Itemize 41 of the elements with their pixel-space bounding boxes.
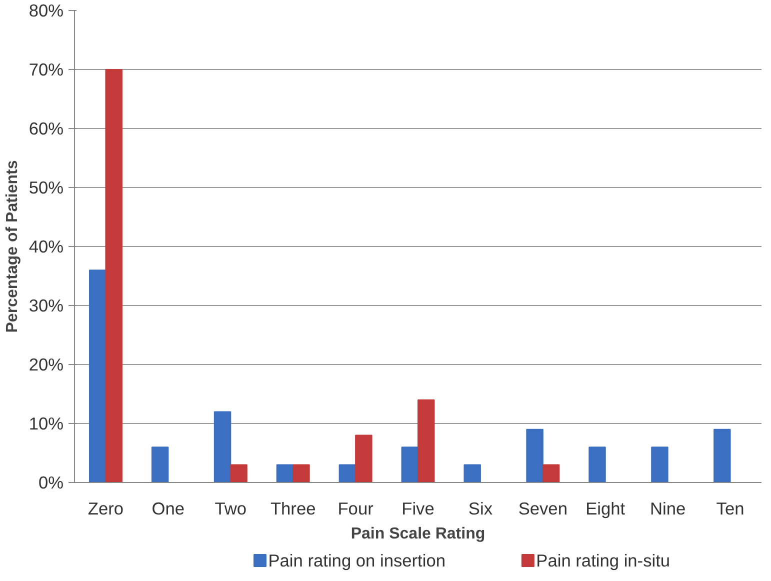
y-tick-label: 20% bbox=[28, 354, 64, 374]
y-tick-label: 60% bbox=[28, 118, 64, 138]
x-tick-label: Seven bbox=[518, 498, 568, 518]
bar bbox=[464, 464, 481, 482]
bar bbox=[88, 270, 106, 482]
bar bbox=[338, 464, 356, 482]
bar bbox=[651, 446, 668, 482]
bar bbox=[542, 464, 560, 482]
bar bbox=[151, 446, 169, 482]
y-tick-label: 50% bbox=[28, 178, 64, 198]
bar bbox=[588, 446, 606, 482]
x-tick-label: Eight bbox=[586, 498, 626, 518]
y-axis-title: Percentage of Patients bbox=[4, 160, 21, 333]
bar bbox=[276, 464, 294, 482]
y-tick-label: 30% bbox=[28, 296, 64, 316]
bar bbox=[230, 464, 248, 482]
x-tick-label: One bbox=[152, 498, 185, 518]
bar bbox=[355, 434, 372, 482]
bar bbox=[214, 411, 232, 482]
bar bbox=[526, 428, 544, 482]
x-tick-label: Four bbox=[338, 498, 374, 518]
x-axis-title: Pain Scale Rating bbox=[350, 526, 486, 542]
x-tick-label: Two bbox=[214, 498, 247, 518]
x-tick-label: Six bbox=[468, 498, 493, 518]
bar bbox=[401, 446, 418, 482]
bar bbox=[714, 428, 731, 482]
legend-label: Pain rating on insertion bbox=[268, 550, 446, 570]
x-tick-label: Ten bbox=[716, 498, 744, 518]
x-tick-label: Zero bbox=[88, 498, 124, 518]
x-tick-label: Nine bbox=[650, 498, 686, 518]
y-tick-label: 0% bbox=[38, 472, 64, 492]
bar bbox=[105, 69, 122, 482]
bar bbox=[292, 464, 310, 482]
y-tick-label: 40% bbox=[28, 236, 64, 256]
y-tick-label: 80% bbox=[28, 0, 64, 20]
y-tick-label: 70% bbox=[28, 60, 64, 80]
y-tick-label: 10% bbox=[28, 414, 64, 434]
bar bbox=[418, 399, 435, 482]
x-tick-label: Five bbox=[402, 498, 434, 518]
legend-label: Pain rating in-situ bbox=[536, 550, 670, 570]
x-tick-label: Three bbox=[270, 498, 316, 518]
